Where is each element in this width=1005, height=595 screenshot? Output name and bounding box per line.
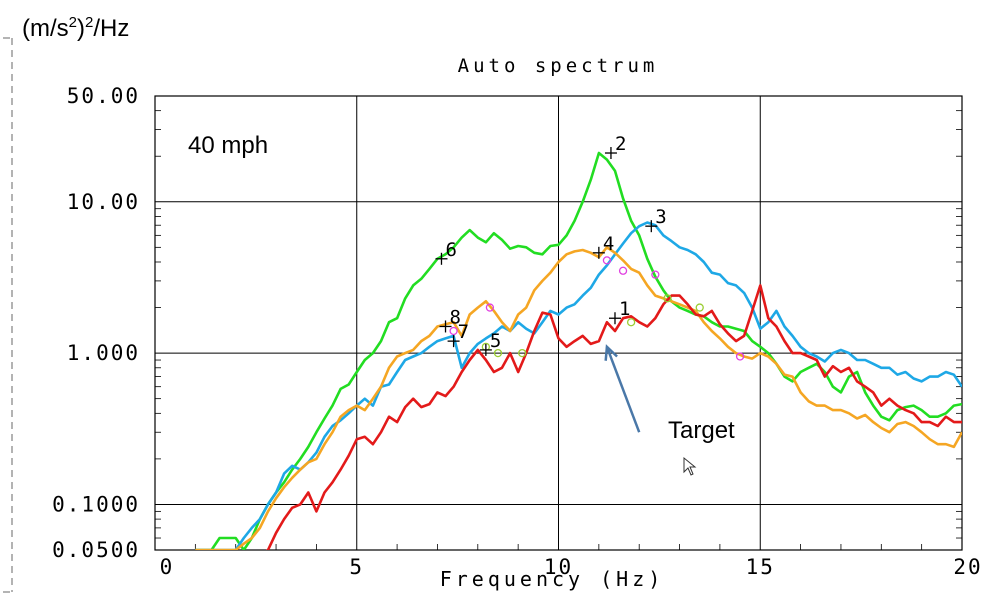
circle-marker-0 <box>449 326 458 336</box>
x-tick-label-2: 10 <box>544 555 573 579</box>
cursor-label-1: 2 <box>615 133 626 155</box>
y-tick-label-2: 1.000 <box>67 341 140 365</box>
series-line-0 <box>195 151 962 550</box>
target-arrow-head <box>604 344 618 361</box>
x-tick-label-4: 20 <box>953 555 982 579</box>
circle-marker-7 <box>493 348 503 358</box>
series-line-2 <box>195 246 962 550</box>
x-tick-label-3: 15 <box>746 555 775 579</box>
y-unit-part-1: (m/s <box>22 15 69 42</box>
circle-marker-5 <box>735 352 745 361</box>
circle-marker-11 <box>663 294 672 303</box>
x-tick-label-1: 5 <box>349 555 364 579</box>
y-unit-sup-2: 2 <box>85 14 93 31</box>
y-tick-label-3: 10.00 <box>67 190 140 214</box>
x-tick-label-0: 0 <box>160 555 175 579</box>
cursor-label-5: 6 <box>445 239 456 261</box>
cursor-label-2: 3 <box>655 206 666 228</box>
circle-marker-1 <box>485 303 495 312</box>
circle-marker-8 <box>518 348 527 358</box>
series-line-1 <box>195 221 962 550</box>
circle-marker-4 <box>651 270 660 279</box>
y-unit-label: (m/s2)2/Hz <box>22 14 129 42</box>
series-line-3 <box>265 284 962 550</box>
circle-marker-9 <box>626 318 636 327</box>
target-annotation: Target <box>604 344 735 444</box>
y-tick-label-1: 0.1000 <box>52 492 140 516</box>
cursor-label-7: 8 <box>450 306 461 328</box>
target-label: Target <box>668 417 735 444</box>
y-unit-part-3: /Hz <box>93 15 129 42</box>
chart-title: Auto spectrum <box>458 55 659 77</box>
circle-marker-10 <box>695 303 704 312</box>
y-unit-sup-1: 2 <box>69 14 77 31</box>
cursor-label-0: 1 <box>619 298 630 320</box>
circle-marker-3 <box>618 266 628 275</box>
target-arrow-shaft <box>605 346 641 433</box>
grid <box>155 96 962 550</box>
series-lines <box>195 151 962 550</box>
y-tick-label-0: 0.0500 <box>52 538 140 562</box>
cursor-label-3: 4 <box>603 233 614 255</box>
markers: 1 2 3 4 5 6 78 <box>435 133 745 361</box>
circle-marker-2 <box>602 256 612 265</box>
cursor-label-6: 7 <box>458 321 469 343</box>
y-tick-label-4: 50.00 <box>67 84 140 108</box>
y-unit-part-2: ) <box>77 15 85 42</box>
cursor-label-4: 5 <box>490 330 501 352</box>
x-axis-label: Frequency (Hz) <box>440 567 665 591</box>
condition-label: 40 mph <box>188 132 268 159</box>
mouse-cursor-icon <box>683 456 697 476</box>
